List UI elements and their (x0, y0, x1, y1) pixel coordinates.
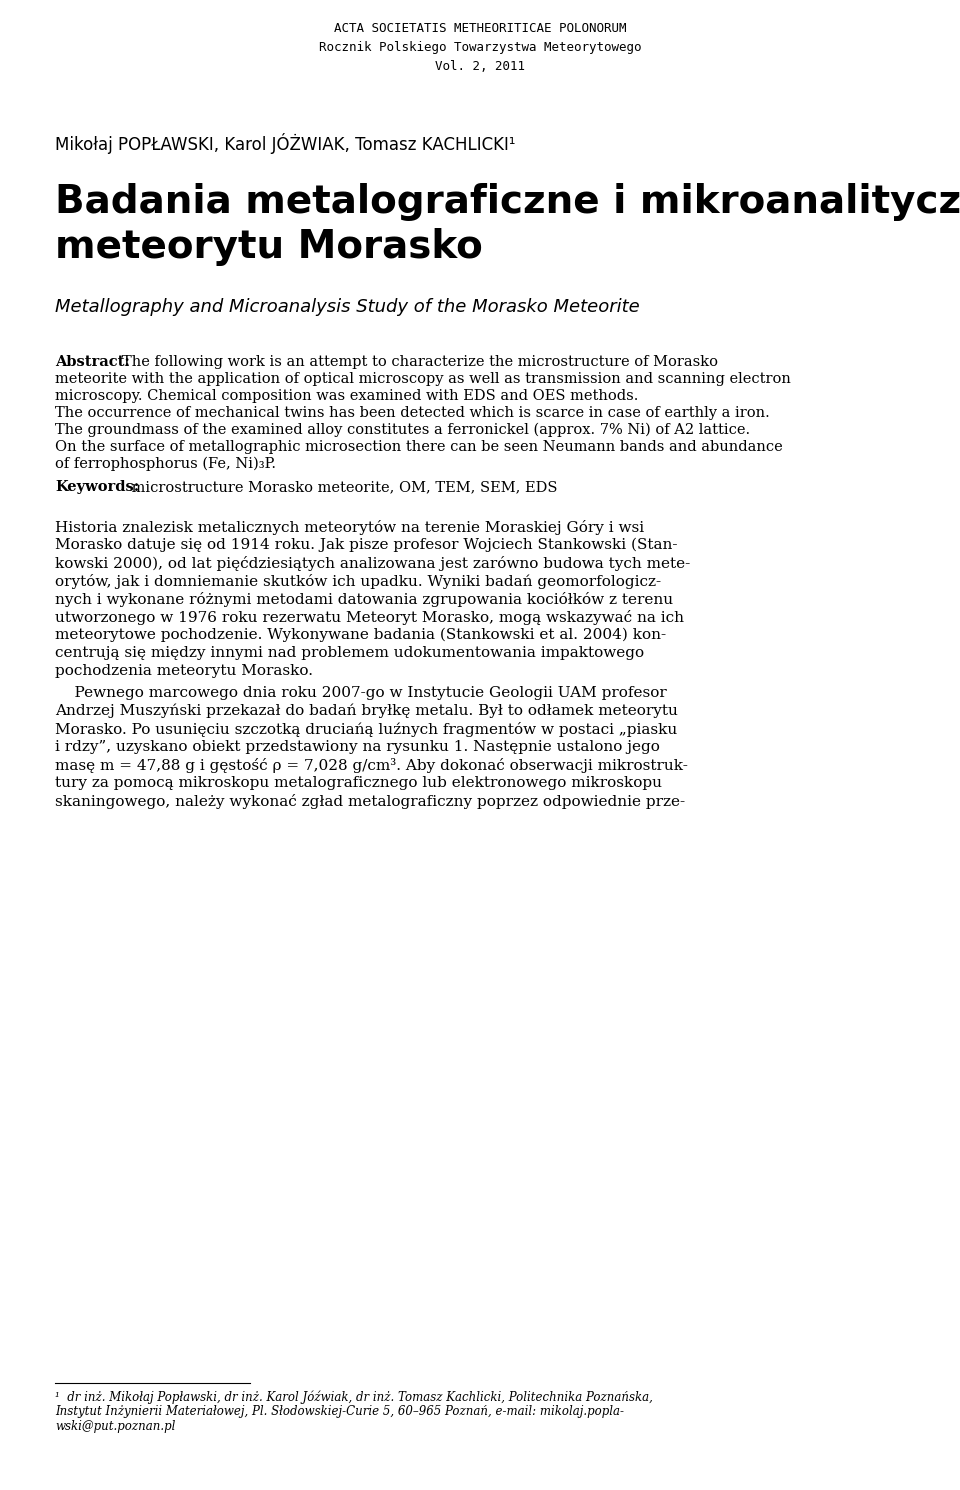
Text: Instytut Inżynierii Materiałowej, Pl. Słodowskiej-Curie 5, 60–965 Poznań, e-mail: Instytut Inżynierii Materiałowej, Pl. Sł… (55, 1405, 624, 1418)
Text: pochodzenia meteorytu Morasko.: pochodzenia meteorytu Morasko. (55, 665, 313, 678)
Text: meteorytu Morasko: meteorytu Morasko (55, 228, 483, 267)
Text: meteorite with the application of optical microscopy as well as transmission and: meteorite with the application of optica… (55, 372, 791, 386)
Text: The following work is an attempt to characterize the microstructure of Morasko: The following work is an attempt to char… (122, 355, 718, 370)
Text: Morasko datuje się od 1914 roku. Jak pisze profesor Wojciech Stankowski (Stan-: Morasko datuje się od 1914 roku. Jak pis… (55, 538, 678, 553)
Text: ACTA SOCIETATIS METHEORITICAE POLONORUM: ACTA SOCIETATIS METHEORITICAE POLONORUM (334, 22, 626, 34)
Text: i rdzy”, uzyskano obiekt przedstawiony na rysunku 1. Następnie ustalono jego: i rdzy”, uzyskano obiekt przedstawiony n… (55, 741, 660, 754)
Text: of ferrophosphorus (Fe, Ni)₃P.: of ferrophosphorus (Fe, Ni)₃P. (55, 457, 276, 471)
Text: centrują się między innymi nad problemem udokumentowania impaktowego: centrują się między innymi nad problemem… (55, 647, 644, 660)
Text: kowski 2000), od lat pięćdziesiątych analizowana jest zarówno budowa tych mete-: kowski 2000), od lat pięćdziesiątych ana… (55, 556, 690, 571)
Text: microstructure Morasko meteorite, OM, TEM, SEM, EDS: microstructure Morasko meteorite, OM, TE… (127, 480, 558, 495)
Text: wski@put.poznan.pl: wski@put.poznan.pl (55, 1420, 176, 1433)
Text: Badania metalograficzne i mikroanalityczne: Badania metalograficzne i mikroanalitycz… (55, 183, 960, 221)
Text: Morasko. Po usunięciu szczotką druciańą luźnych fragmentów w postaci „piasku: Morasko. Po usunięciu szczotką druciańą … (55, 723, 677, 738)
Text: masę m = 47,88 g i gęstość ρ = 7,028 g/cm³. Aby dokonać obserwacji mikrostruk-: masę m = 47,88 g i gęstość ρ = 7,028 g/c… (55, 758, 688, 773)
Text: On the surface of metallographic microsection there can be seen Neumann bands an: On the surface of metallographic microse… (55, 440, 782, 454)
Text: microscopy. Chemical composition was examined with EDS and OES methods.: microscopy. Chemical composition was exa… (55, 389, 638, 402)
Text: Andrzej Muszyński przekazał do badań bryłkę metalu. Był to odłamek meteorytu: Andrzej Muszyński przekazał do badań bry… (55, 703, 678, 718)
Text: skaningowego, należy wykonać zgład metalograficzny poprzez odpowiednie prze-: skaningowego, należy wykonać zgład metal… (55, 794, 685, 809)
Text: utworzonego w 1976 roku rezerwatu Meteoryt Morasko, mogą wskazywać na ich: utworzonego w 1976 roku rezerwatu Meteor… (55, 609, 684, 624)
Text: Abstract:: Abstract: (55, 355, 130, 370)
Text: ¹  dr inż. Mikołaj Popławski, dr inż. Karol Jóźwiak, dr inż. Tomasz Kachlicki, P: ¹ dr inż. Mikołaj Popławski, dr inż. Kar… (55, 1390, 653, 1404)
Text: Rocznik Polskiego Towarzystwa Meteorytowego: Rocznik Polskiego Towarzystwa Meteorytow… (319, 42, 641, 54)
Text: The occurrence of mechanical twins has been detected which is scarce in case of : The occurrence of mechanical twins has b… (55, 405, 770, 420)
Text: Pewnego marcowego dnia roku 2007-go w Instytucie Geologii UAM profesor: Pewnego marcowego dnia roku 2007-go w In… (55, 685, 667, 700)
Text: tury za pomocą mikroskopu metalograficznego lub elektronowego mikroskopu: tury za pomocą mikroskopu metalograficzn… (55, 776, 662, 790)
Text: Metallography and Microanalysis Study of the Morasko Meteorite: Metallography and Microanalysis Study of… (55, 298, 639, 316)
Text: The groundmass of the examined alloy constitutes a ferronickel (approx. 7% Ni) o: The groundmass of the examined alloy con… (55, 423, 750, 438)
Text: Historia znalezisk metalicznych meteorytów na terenie Moraskiej Góry i wsi: Historia znalezisk metalicznych meteoryt… (55, 520, 644, 535)
Text: Mikołaj POPŁAWSKI, Karol JÓŻWIAK, Tomasz KACHLICKI¹: Mikołaj POPŁAWSKI, Karol JÓŻWIAK, Tomasz… (55, 133, 516, 153)
Text: Keywords:: Keywords: (55, 480, 139, 495)
Text: meteorytowe pochodzenie. Wykonywane badania (Stankowski et al. 2004) kon-: meteorytowe pochodzenie. Wykonywane bada… (55, 627, 666, 642)
Text: Vol. 2, 2011: Vol. 2, 2011 (435, 60, 525, 73)
Text: orytów, jak i domniemanie skutków ich upadku. Wyniki badań geomorfologicz-: orytów, jak i domniemanie skutków ich up… (55, 574, 661, 589)
Text: nych i wykonane różnymi metodami datowania zgrupowania kociółków z terenu: nych i wykonane różnymi metodami datowan… (55, 592, 673, 606)
